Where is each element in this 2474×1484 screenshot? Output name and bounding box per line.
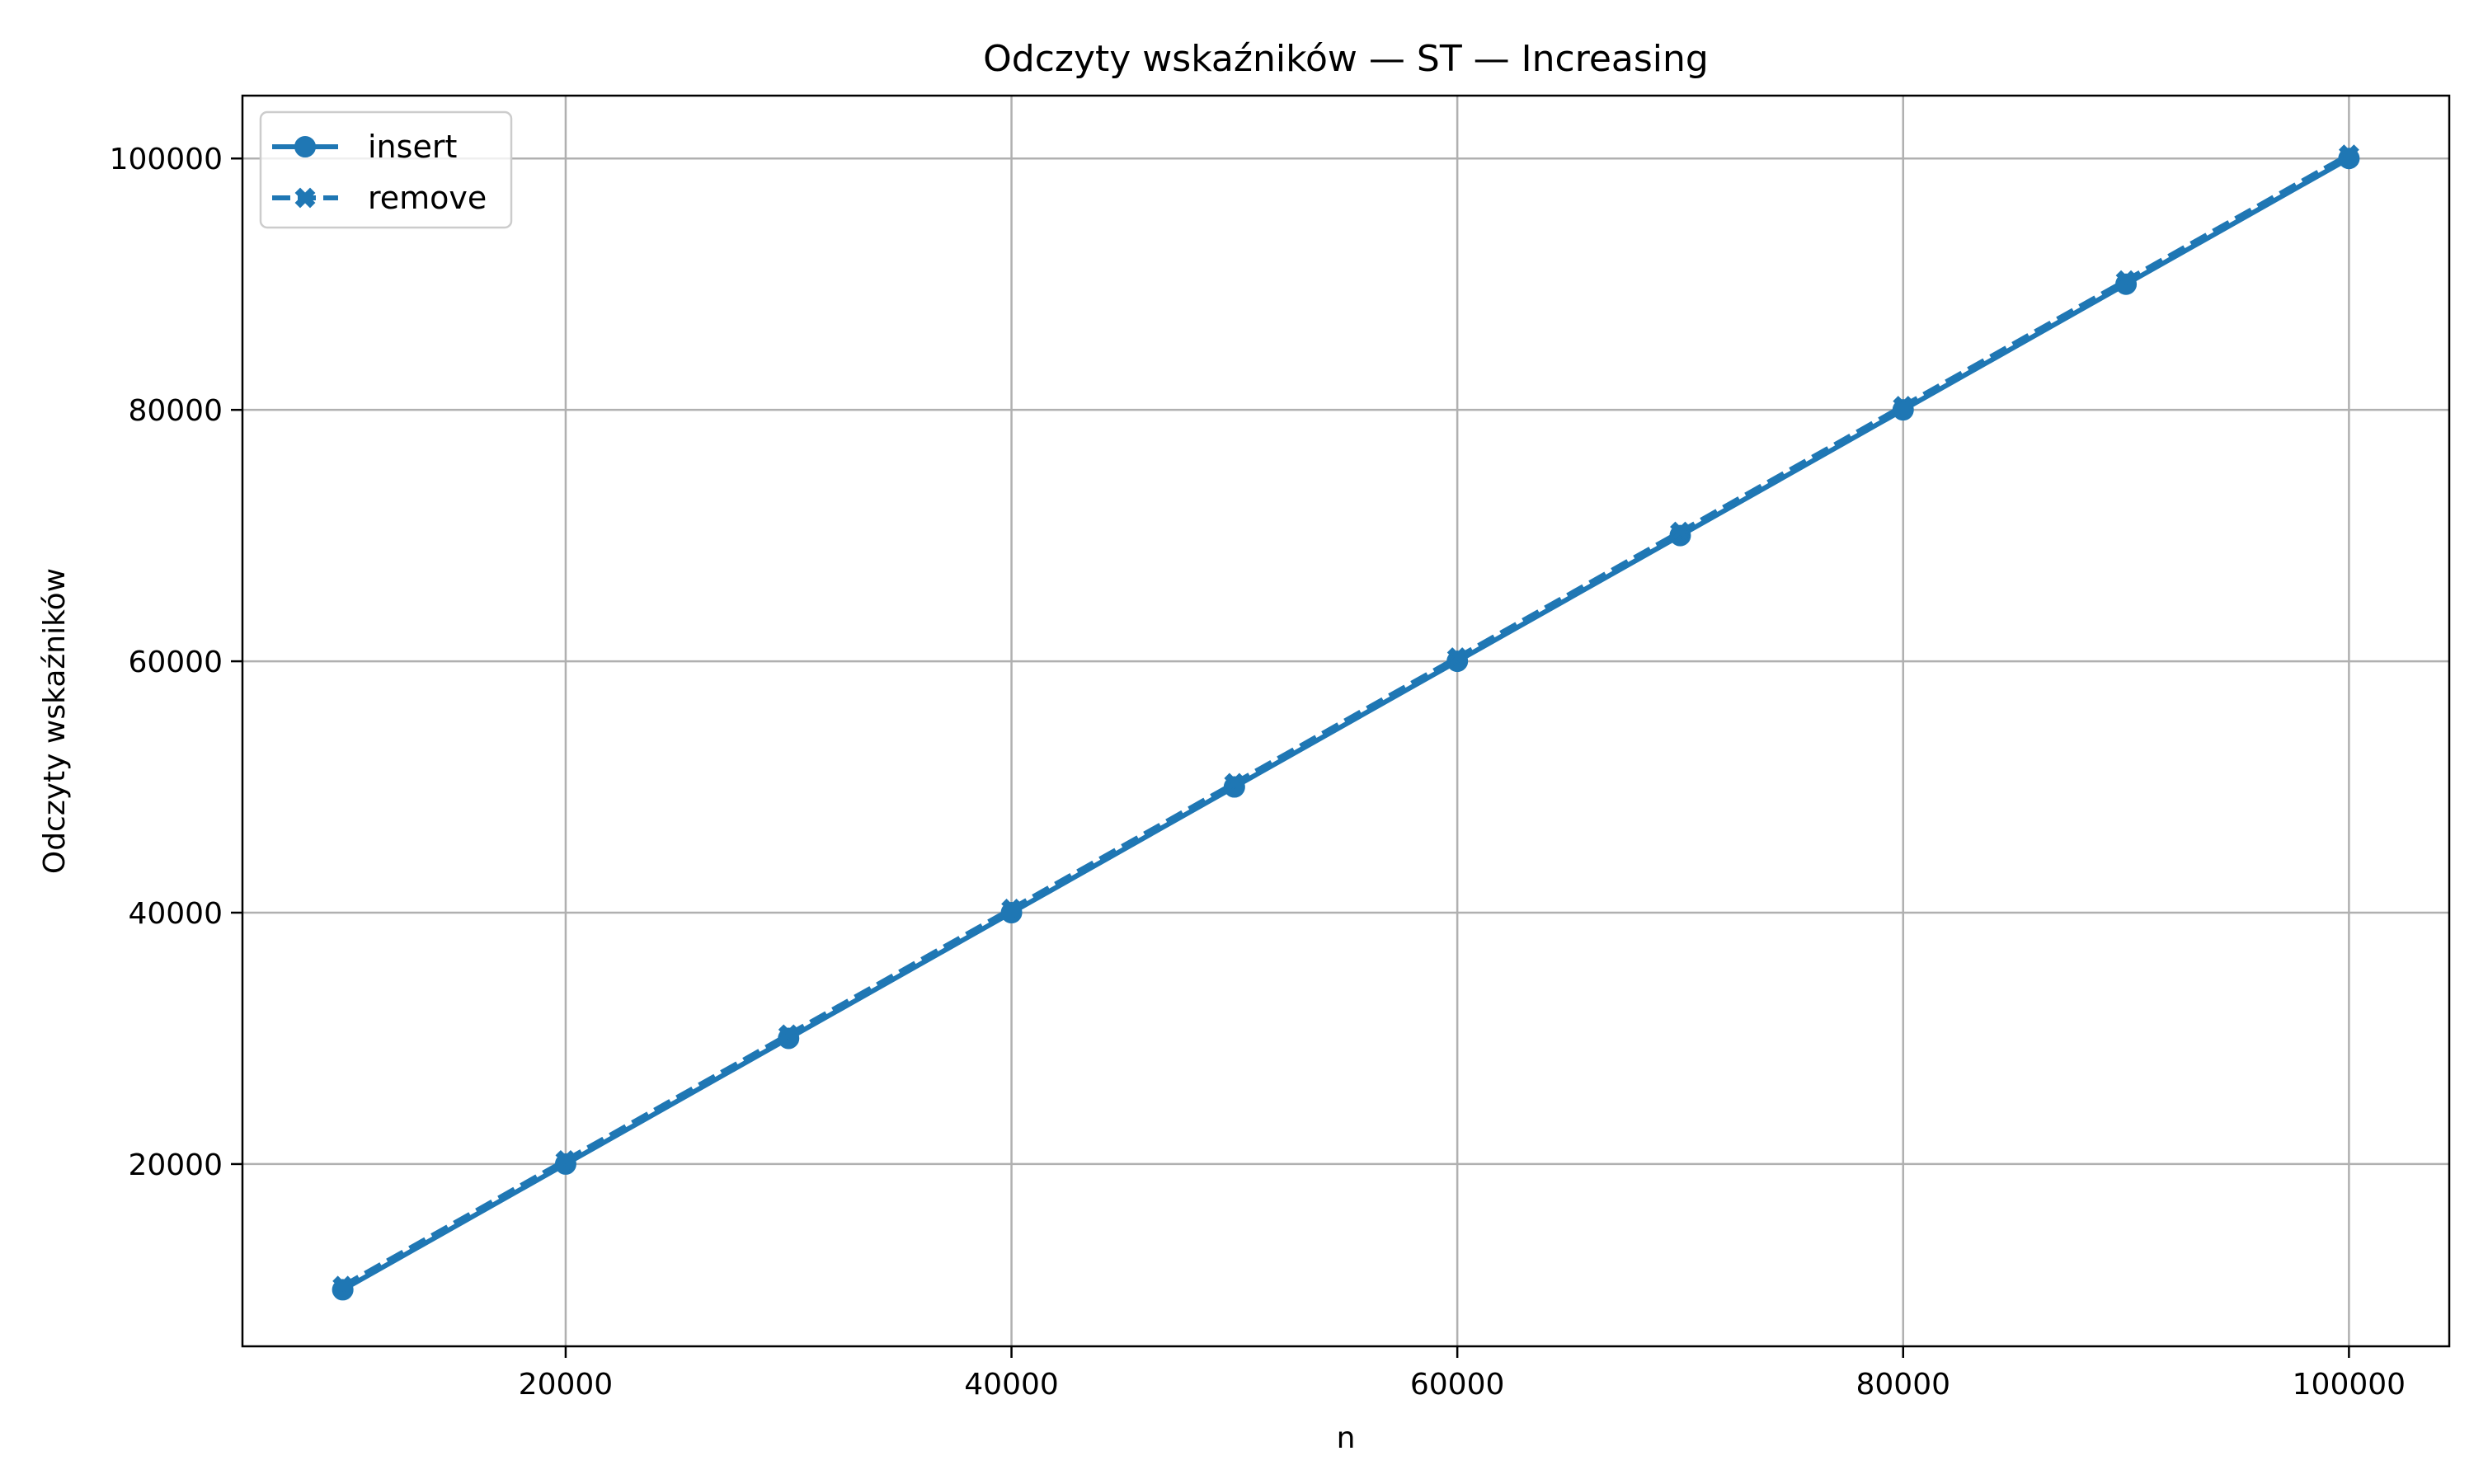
chart-title: Odczyty wskaźników — ST — Increasing — [983, 38, 1709, 80]
data-point-remove — [1001, 899, 1022, 919]
plot-frame — [241, 94, 2451, 1348]
legend-item-remove: remove — [272, 180, 487, 216]
series-layer — [332, 144, 2360, 1301]
legend-item-insert: insert — [272, 129, 457, 165]
data-point-remove — [1670, 521, 1691, 542]
x-tick-label: 20000 — [519, 1368, 614, 1402]
x-tick-label: 100000 — [2293, 1368, 2406, 1402]
y-tick-label: 60000 — [128, 646, 223, 679]
grid — [242, 96, 2449, 1346]
y-tick-label: 40000 — [128, 897, 223, 931]
legend-label-remove: remove — [368, 180, 487, 216]
legend: insert remove — [259, 110, 513, 229]
x-tick-label: 80000 — [1856, 1368, 1950, 1402]
legend-label-insert: insert — [368, 129, 457, 165]
data-point-remove — [1893, 396, 1914, 416]
data-point-remove — [1224, 773, 1245, 794]
data-point-remove — [555, 1149, 576, 1171]
axis-ticks: 20000 40000 60000 80000 100000 20000 40000 6000… — [110, 143, 2406, 1402]
legend-marker-remove — [294, 187, 316, 209]
x-tick-label: 40000 — [964, 1368, 1059, 1402]
y-tick-label: 80000 — [128, 394, 223, 428]
x-tick-label: 60000 — [1410, 1368, 1505, 1402]
data-point-remove — [2338, 144, 2359, 166]
series-remove — [332, 144, 2359, 1297]
legend-marker-insert — [294, 136, 316, 157]
y-tick-label: 100000 — [110, 143, 223, 176]
series-line-remove — [341, 153, 2350, 1289]
x-axis-label: n — [1337, 1421, 1356, 1455]
data-point-remove — [2115, 270, 2137, 291]
y-tick-label: 20000 — [128, 1148, 223, 1182]
data-point-remove — [332, 1275, 354, 1297]
data-point-remove — [778, 1024, 799, 1045]
data-point-remove — [1446, 647, 1468, 668]
y-axis-label: Odczyty wskaźników — [38, 568, 72, 874]
series-line-insert — [341, 156, 2350, 1293]
